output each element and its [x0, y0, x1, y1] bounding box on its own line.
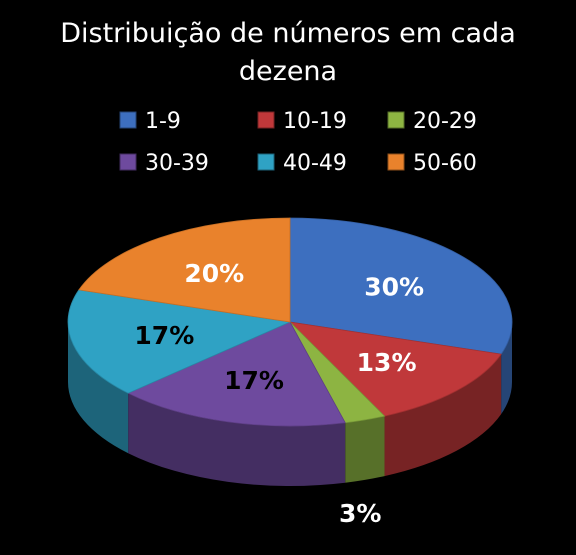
data-label-50-60: 20%	[184, 259, 244, 288]
slice-side-1-9	[501, 322, 512, 415]
pie-top	[67, 217, 513, 427]
legend: 1-9 10-19 20-29 30-39 40-49 50-60	[119, 109, 477, 176]
data-label-1-9: 30%	[364, 273, 424, 302]
legend-item-10-19: 10-19	[257, 109, 347, 134]
slice-30-39	[127, 321, 346, 427]
slice-side-30-39	[128, 393, 346, 487]
legend-label-10-19: 10-19	[283, 109, 347, 134]
legend-item-1-9: 1-9	[119, 109, 181, 134]
data-label-30-39: 17%	[224, 366, 284, 395]
pie-sides	[68, 322, 512, 487]
legend-swatch-1-9	[119, 111, 137, 129]
slice-50-60	[78, 217, 291, 323]
legend-item-40-49: 40-49	[257, 151, 347, 176]
legend-swatch-20-29	[387, 111, 405, 129]
legend-item-20-29: 20-29	[387, 109, 477, 134]
legend-label-40-49: 40-49	[283, 151, 347, 176]
legend-label-50-60: 50-60	[413, 151, 477, 176]
legend-swatch-10-19	[257, 111, 275, 129]
slice-40-49	[67, 289, 292, 394]
data-label-20-29: 3%	[339, 499, 381, 528]
slice-side-20-29	[345, 416, 385, 483]
data-labels: 30% 13% 3% 17% 17% 20%	[134, 259, 424, 528]
legend-item-30-39: 30-39	[119, 151, 209, 176]
legend-swatch-40-49	[257, 153, 275, 171]
slice-10-19	[288, 321, 502, 417]
legend-item-50-60: 50-60	[387, 151, 477, 176]
data-label-10-19: 13%	[357, 348, 417, 377]
pie-3d	[67, 217, 513, 487]
chart-title: Distribuição de números em cada dezena	[60, 18, 516, 87]
data-label-40-49: 17%	[134, 321, 194, 350]
slice-side-10-19	[384, 354, 502, 477]
legend-swatch-50-60	[387, 153, 405, 171]
slice-1-9	[289, 217, 513, 355]
legend-label-30-39: 30-39	[145, 151, 209, 176]
legend-label-1-9: 1-9	[145, 109, 181, 134]
slice-side-40-49	[68, 322, 129, 454]
chart-title-line-2: dezena	[239, 56, 337, 87]
chart-title-line-1: Distribuição de números em cada	[60, 18, 516, 49]
legend-swatch-30-39	[119, 153, 137, 171]
legend-label-20-29: 20-29	[413, 109, 477, 134]
